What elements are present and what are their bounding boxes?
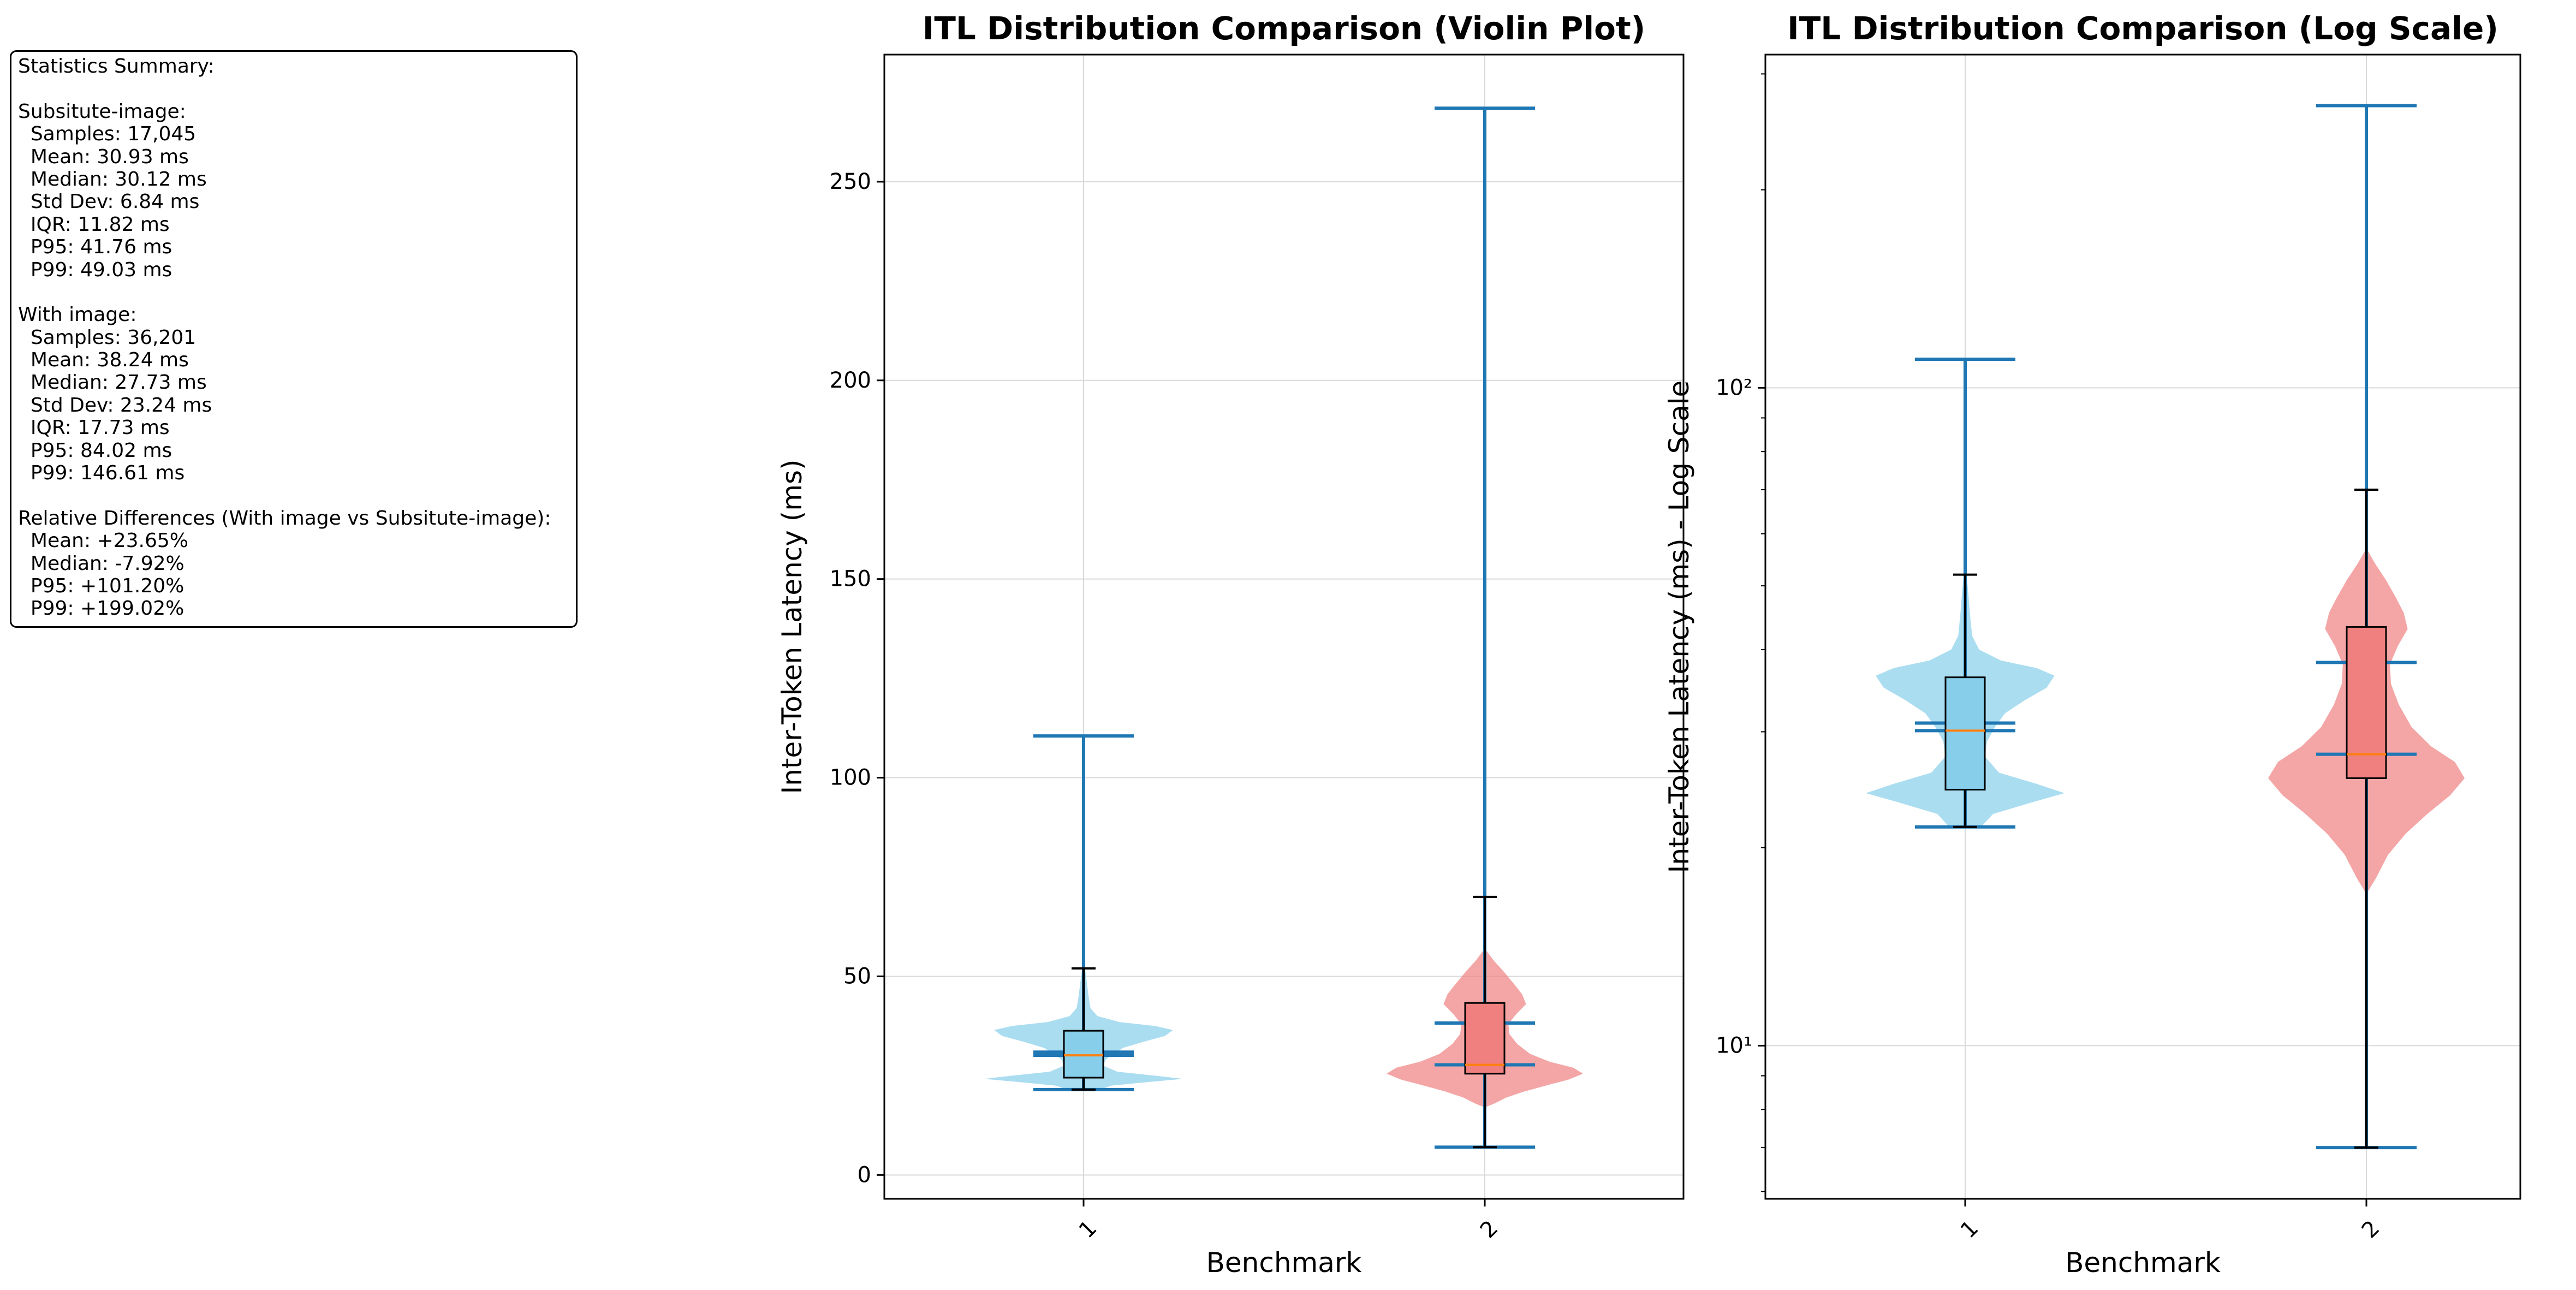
stats-line: IQR: 17.73 ms xyxy=(18,417,170,439)
stats-line: IQR: 11.82 ms xyxy=(18,213,170,236)
statistics-summary-box: Statistics Summary: Subsitute-image: Samp… xyxy=(10,50,578,628)
axes-frame xyxy=(1764,53,2521,1200)
statistics-summary-text: Statistics Summary: Subsitute-image: Samp… xyxy=(18,55,569,620)
y-tick-label: 50 xyxy=(843,964,871,989)
stats-line: Std Dev: 6.84 ms xyxy=(18,191,200,213)
stats-line: P95: +101.20% xyxy=(18,574,185,597)
y-axis-label: Inter-Token Latency (ms) - Log Scale xyxy=(1663,381,1695,873)
stats-line: P99: 49.03 ms xyxy=(18,258,172,281)
x-tick-label: 2 xyxy=(2357,1216,2385,1244)
stats-line: Relative Differences (With image vs Subs… xyxy=(18,507,551,530)
y-tick-label: 0 xyxy=(858,1162,871,1187)
stats-line: Median: 30.12 ms xyxy=(18,168,207,191)
stats-line: P95: 84.02 ms xyxy=(18,439,172,462)
box-iqr xyxy=(1063,1030,1104,1079)
x-axis-label: Benchmark xyxy=(1206,1247,1362,1279)
stats-line: Std Dev: 23.24 ms xyxy=(18,394,212,417)
box-iqr xyxy=(2346,626,2387,780)
stats-line: Mean: 30.93 ms xyxy=(18,145,189,168)
stats-line: P95: 41.76 ms xyxy=(18,236,172,259)
log-scale-panel: 10¹ 10² 1 2 ITL Distribution Comparison (Log… xyxy=(1663,10,2521,1279)
stats-line: Median: 27.73 ms xyxy=(18,371,207,394)
stats-line: Subsitute-image: xyxy=(18,100,186,123)
chart-title: ITL Distribution Comparison (Log Scale) xyxy=(1787,10,2498,47)
y-tick-label: 10² xyxy=(1716,375,1752,400)
y-tick-label: 100 xyxy=(830,765,871,790)
y-tick-label: 10¹ xyxy=(1716,1033,1752,1058)
stats-line: P99: +199.02% xyxy=(18,597,185,620)
y-tick-label: 250 xyxy=(830,169,871,194)
stats-line: P99: 146.61 ms xyxy=(18,462,185,485)
stats-line: Mean: +23.65% xyxy=(18,530,188,552)
x-tick-label: 1 xyxy=(1956,1216,1984,1244)
axes-frame xyxy=(883,53,1685,1200)
stats-line: Samples: 17,045 xyxy=(18,123,197,146)
box-iqr xyxy=(1464,1002,1506,1075)
violin-plot-panel: 0 50 100 150 200 250 1 2 ITL Distribution Compar… xyxy=(776,10,1685,1279)
stats-line: Median: -7.92% xyxy=(18,552,185,575)
y-axis-label: Inter-Token Latency (ms) xyxy=(776,459,808,794)
stats-line: With image: xyxy=(18,304,137,326)
y-tick-label: 200 xyxy=(830,368,871,393)
stats-line: Mean: 38.24 ms xyxy=(18,349,189,372)
x-tick-label: 2 xyxy=(1476,1216,1503,1244)
x-axis-label: Benchmark xyxy=(2065,1247,2221,1279)
stats-line: Samples: 36,201 xyxy=(18,326,197,349)
y-tick-label: 150 xyxy=(830,567,871,592)
chart-title: ITL Distribution Comparison (Violin Plot… xyxy=(923,10,1645,47)
box-iqr xyxy=(1944,676,1986,790)
x-tick-label: 1 xyxy=(1074,1216,1102,1244)
stats-line: Statistics Summary: xyxy=(18,55,215,78)
